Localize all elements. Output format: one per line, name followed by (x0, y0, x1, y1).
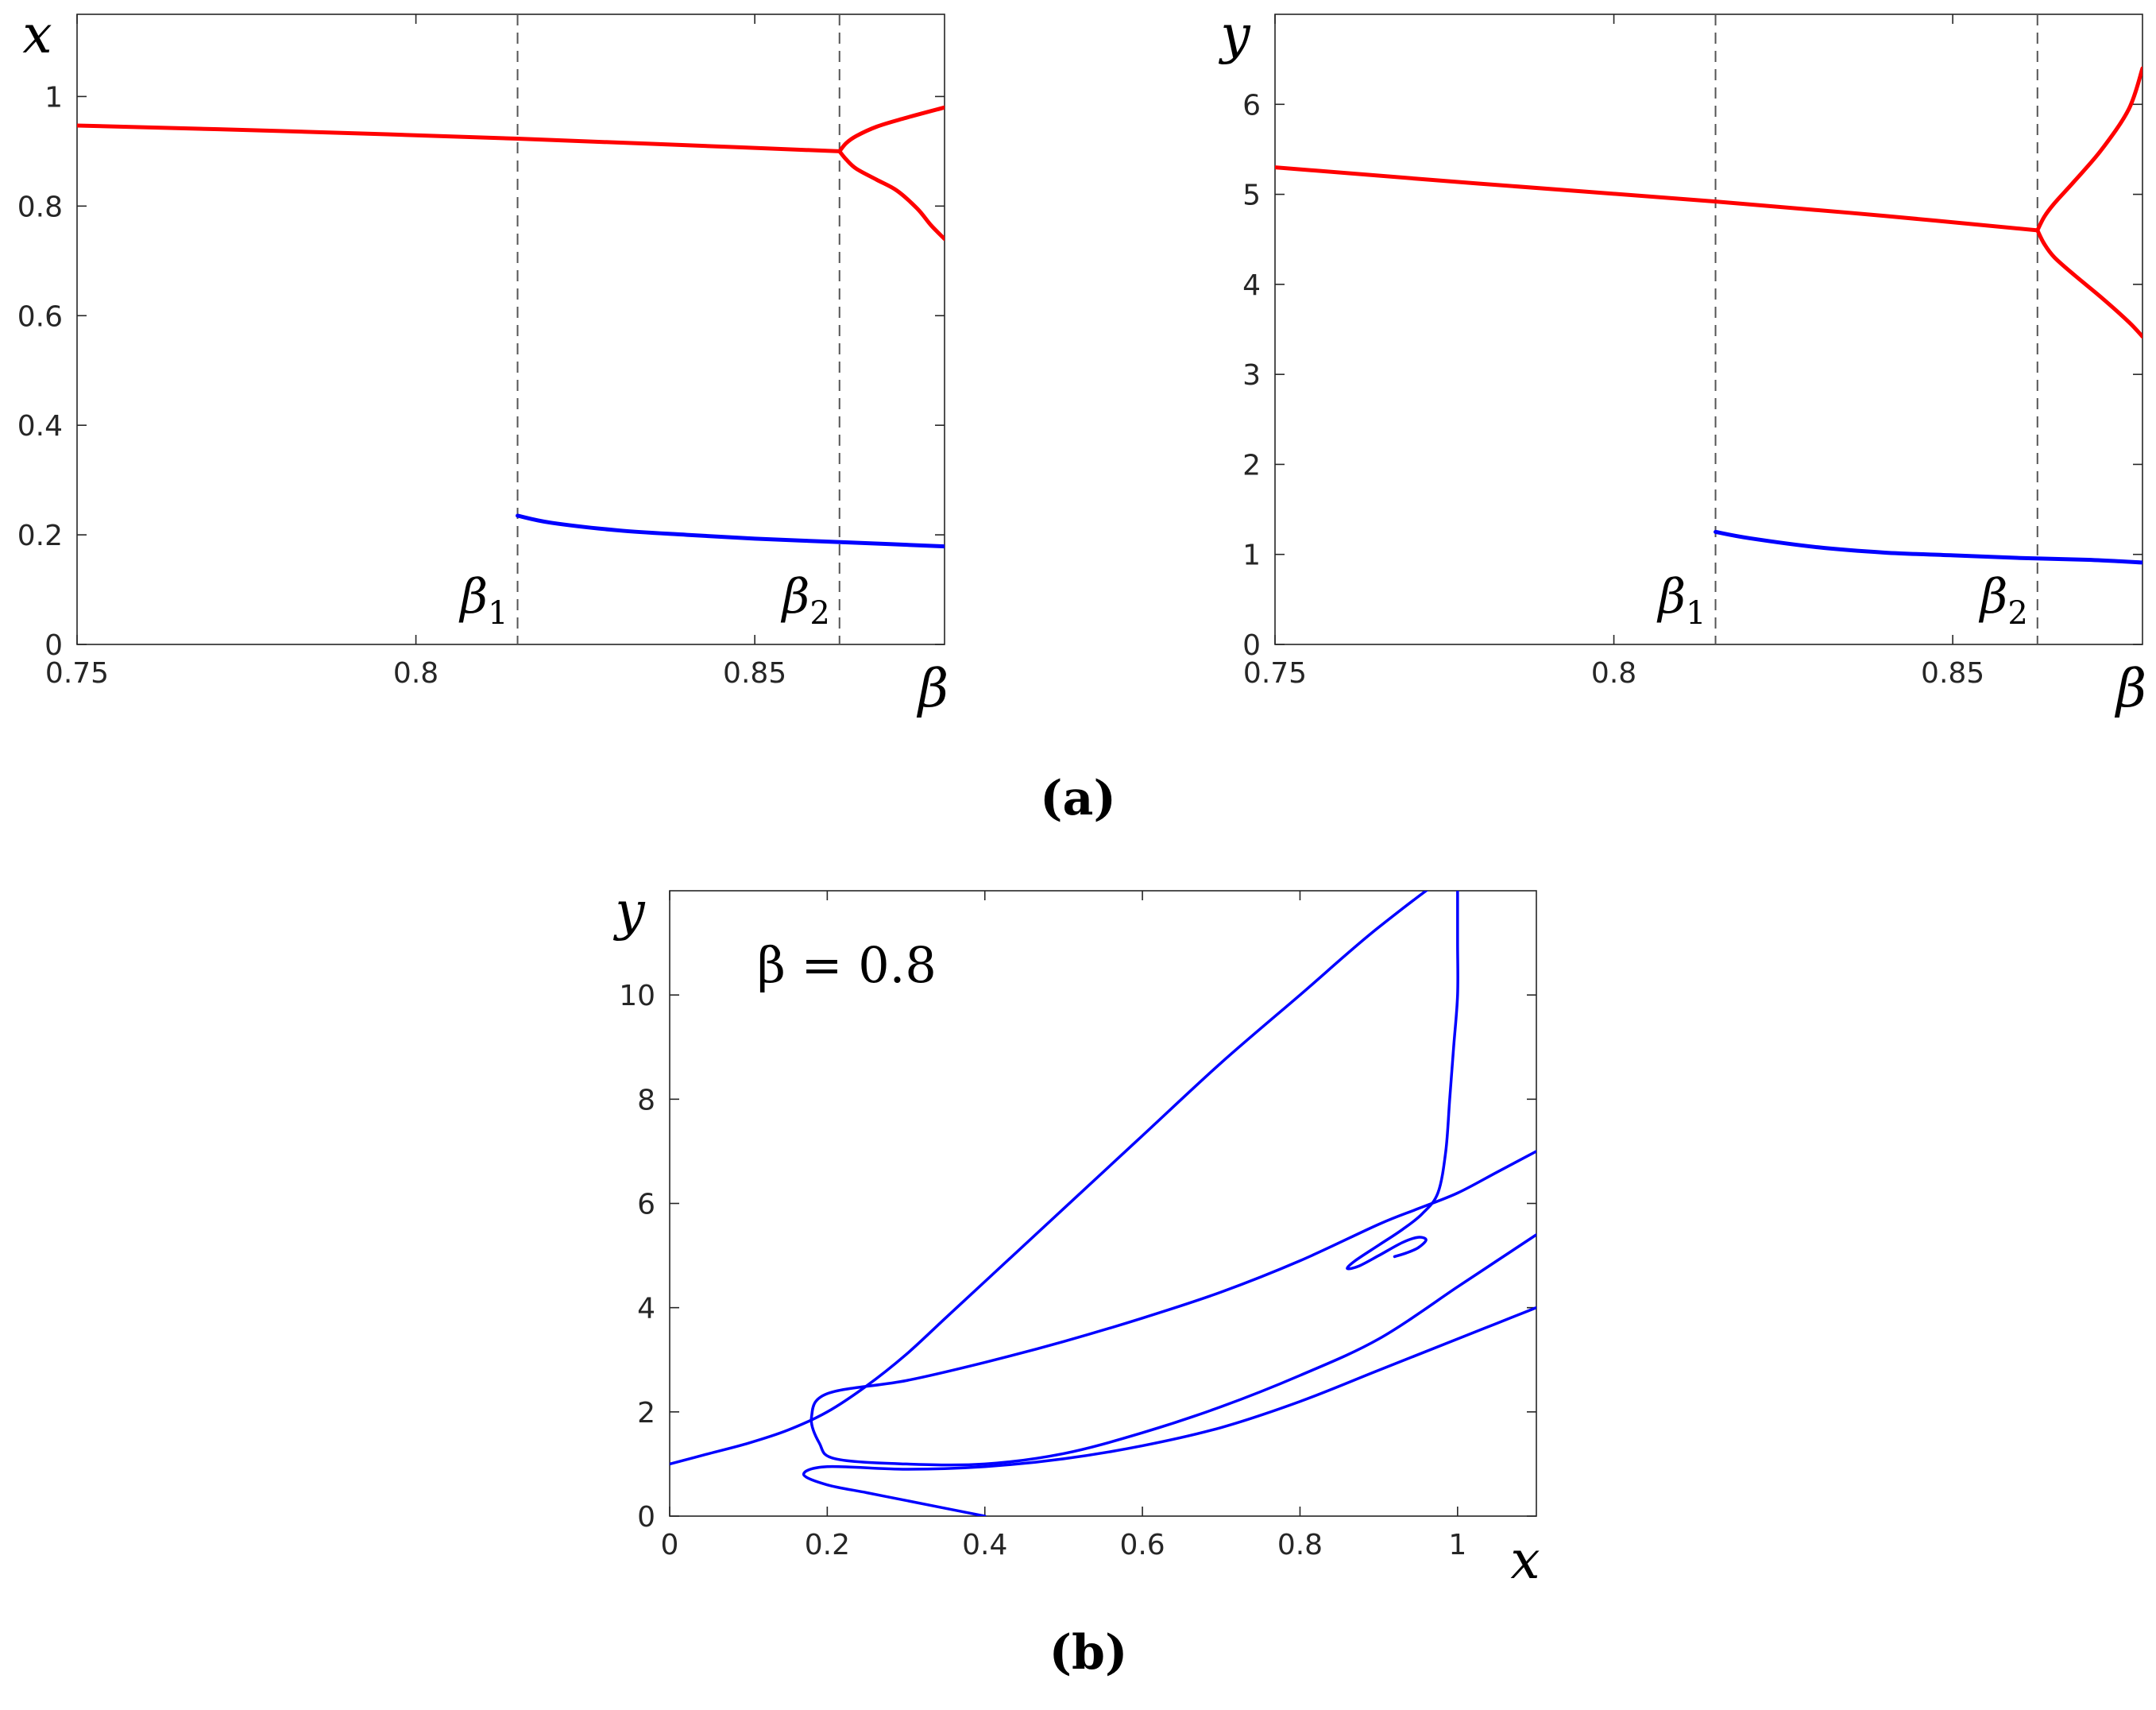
x-tick-label: 0.85 (1921, 657, 1984, 690)
plot-frame (1274, 14, 2143, 645)
y-axis-label: x (22, 4, 52, 65)
series-branch-upper (837, 105, 945, 153)
x-tick-label: 0.75 (1243, 657, 1307, 690)
y-tick-label: 6 (1242, 89, 1261, 122)
y-tick-label: 4 (637, 1293, 655, 1325)
series-lower-branch (516, 513, 945, 549)
y-tick-label: 0.4 (17, 410, 63, 443)
beta-1-label: β1 (458, 569, 508, 632)
beta-value-annotation: β = 0.8 (757, 936, 937, 994)
x-tick-label: 0.85 (723, 657, 786, 690)
x-axis-label: β (2114, 658, 2146, 719)
y-tick-label: 5 (1242, 180, 1261, 212)
y-tick-label: 8 (637, 1084, 655, 1116)
y-tick-label: 0 (1242, 629, 1261, 662)
caption-b: (b) (1049, 1625, 1128, 1681)
series-stable-upper (1275, 165, 2040, 233)
x-tick-label: 0.4 (962, 1529, 1007, 1561)
x-tick-label: 0.2 (805, 1529, 850, 1561)
beta-1-label: β1 (1656, 569, 1706, 632)
series-branch-lower (2035, 228, 2142, 339)
x-tick-label: 0.8 (1591, 657, 1636, 690)
y-tick-label: 0.6 (17, 300, 63, 333)
y-tick-label: 3 (1242, 359, 1261, 392)
series-lower-branch (1714, 529, 2142, 565)
x-tick-label: 0.8 (393, 657, 439, 690)
x-tick-label: 1 (1448, 1529, 1466, 1561)
x-tick-label: 0 (661, 1529, 679, 1561)
y-tick-label: 2 (1242, 449, 1261, 482)
y-tick-label: 2 (637, 1397, 655, 1430)
y-tick-label: 1 (44, 81, 63, 114)
series-trajectory-2 (809, 1150, 1536, 1467)
y-tick-label: 0 (637, 1501, 655, 1534)
series-trajectory-3 (802, 1306, 1536, 1516)
y-axis-label: y (612, 880, 645, 942)
y-tick-label: 0.8 (17, 191, 63, 223)
y-tick-label: 0 (44, 629, 63, 662)
y-tick-label: 4 (1242, 269, 1261, 302)
series-stable-upper (77, 123, 842, 153)
x-tick-label: 0.8 (1277, 1529, 1323, 1561)
x-tick-label: 0.6 (1119, 1529, 1165, 1561)
y-axis-label: y (1218, 4, 1250, 65)
beta-2-label: β2 (1979, 569, 2028, 632)
plot-frame (76, 14, 945, 645)
x-axis-label: β (916, 658, 949, 719)
series-branch-lower (837, 149, 945, 242)
y-tick-label: 1 (1242, 540, 1261, 572)
bifurcation-x-chart: 0.75 0.8 0.85 0 0.2 0.4 0.6 0.8 1 β x β1 β2 (17, 4, 949, 719)
x-axis-label: x (1510, 1530, 1540, 1591)
series-trajectory-1 (670, 891, 1459, 1466)
series-branch-upper (2035, 66, 2142, 233)
x-tick-label: 0.75 (45, 657, 109, 690)
y-tick-label: 6 (637, 1189, 655, 1221)
y-tick-label: 0.2 (17, 520, 63, 552)
bifurcation-y-chart: 0.75 0.8 0.85 0 1 2 3 4 5 6 β y β1 β2 (1218, 4, 2146, 719)
beta-2-label: β2 (781, 569, 830, 632)
y-tick-label: 10 (619, 980, 655, 1012)
caption-a: (a) (1040, 771, 1116, 826)
